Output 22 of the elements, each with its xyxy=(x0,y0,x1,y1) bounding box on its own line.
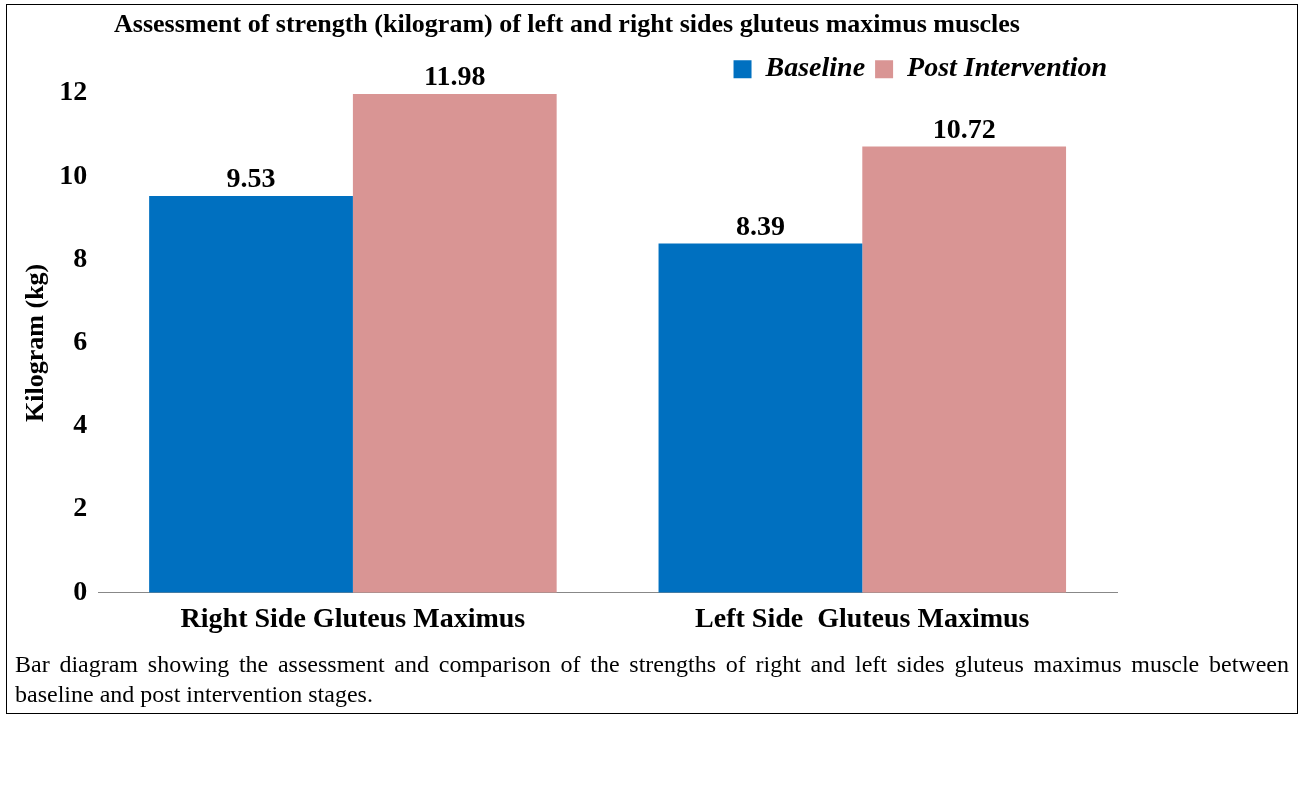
data-label: 8.39 xyxy=(735,209,785,241)
bar xyxy=(352,94,557,593)
y-tick-label: 0 xyxy=(73,574,88,606)
x-tick-label: Right Side Gluteus Maximus xyxy=(180,602,526,634)
x-tick-label: Left Side Gluteus Maximus xyxy=(695,602,1030,634)
y-tick-label: 10 xyxy=(59,158,88,190)
chart-title: Assessment of strength (kilogram) of left and right sides gluteus maximus muscles xyxy=(114,9,1020,39)
y-tick-label: 4 xyxy=(73,408,88,440)
bar xyxy=(149,195,353,593)
y-tick-label: 8 xyxy=(73,241,88,273)
data-label: 10.72 xyxy=(932,112,996,144)
data-label: 11.98 xyxy=(424,60,486,92)
y-tick-label: 6 xyxy=(73,325,88,357)
bar xyxy=(862,146,1067,593)
data-label: 9.53 xyxy=(226,162,276,194)
legend-label: Post Intervention xyxy=(906,51,1108,83)
text: Bar diagram showing the assessment and comparison of the strengths of right and left sides gluteus maximus muscle between baseline and post intervention stages. xyxy=(15,650,1289,709)
legend-label: Baseline xyxy=(764,51,866,83)
y-tick-label: 2 xyxy=(73,491,88,523)
bar xyxy=(658,243,863,593)
y-tick-label: 12 xyxy=(59,75,88,107)
y-axis-title: Kilogram (kg) xyxy=(20,263,50,422)
